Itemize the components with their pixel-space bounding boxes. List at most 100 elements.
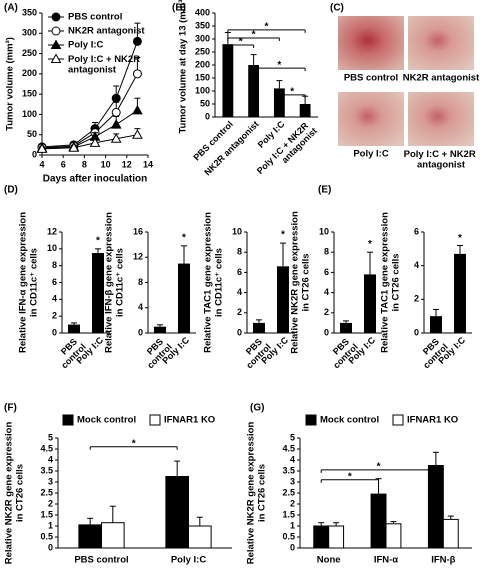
y-tick-label: 6 [414,226,419,236]
x-tick-label: PBS control [74,555,128,566]
data-point [132,36,142,46]
y-axis-label: in CD11c⁺ cells [29,248,40,317]
photo [408,92,474,146]
x-tick-label: IFN-β [431,555,455,566]
y-tick-label: 16 [133,226,143,236]
y-tick-label: 100 [22,109,37,119]
y-tick-label: 300 [22,28,37,38]
bar [299,104,311,117]
x-tick-label: 4 [39,159,44,169]
x-tick-label: 10 [101,159,111,169]
bar [165,476,190,549]
photo [408,16,474,70]
y-axis-label: Relative NK2R gene expression [246,422,257,565]
data-point [89,137,101,147]
y-tick-label: 4 [52,294,57,304]
y-tick-label: 0 [32,149,37,159]
data-point [111,107,121,117]
y-tick-label: 2 [48,498,53,508]
y-tick-label: 4.5 [282,443,295,453]
significance-star: * [265,22,269,33]
y-axis-label: Tumor volume at day 13 (mm³) [178,0,189,134]
y-tick-label: 0 [237,327,242,337]
significance-star: * [368,239,372,250]
legend-label: PBS control [68,12,122,23]
legend-label: Mock control [320,415,379,426]
significance-star: * [96,235,100,246]
x-tick-label: 12 [122,159,132,169]
y-tick-label: 2 [414,294,419,304]
significance-star: * [377,462,381,473]
y-tick-label: 4 [48,454,53,464]
significance-star: * [458,233,462,244]
x-axis-label: Days after inoculation [43,174,147,185]
x-tick-label: 14 [143,159,153,169]
data-point [132,129,143,139]
y-axis-label: Relative TAC1 gene expression [203,212,214,353]
photo-caption: PBS control [344,73,398,84]
significance-star: * [290,87,294,98]
bar [454,253,466,333]
y-tick-label: 12 [47,226,57,236]
y-tick-label: 4 [324,287,329,297]
bar [430,316,442,333]
significance-star: * [252,30,256,41]
y-tick-label: 12 [133,252,143,262]
y-tick-label: 0 [290,542,295,552]
panel-label: (C) [330,3,344,14]
photo-caption: Poly I:C [353,149,389,160]
y-axis-label: Relative NK2R gene expression [4,422,15,565]
y-tick-label: 6 [237,267,242,277]
photo [338,16,404,70]
bar [442,518,459,549]
y-tick-label: 1 [48,520,53,530]
y-tick-label: 300 [195,33,210,43]
y-tick-label: 5 [290,432,295,442]
legend-marker [51,12,61,22]
x-tick-label: Poly I:C [171,555,207,566]
panel-label: (E) [318,185,331,196]
y-tick-label: 8 [324,247,329,257]
panel-label: (A) [4,3,18,14]
y-tick-label: 150 [195,72,210,82]
y-tick-label: 2.5 [40,487,53,497]
bar [222,44,234,118]
photo [338,92,404,146]
bar [328,525,345,549]
y-tick-label: 200 [22,68,37,78]
y-axis-label: Relative IFN-α gene expression [18,212,29,353]
y-tick-label: 100 [195,85,210,95]
significance-star: * [239,37,243,48]
data-point [111,93,121,103]
y-tick-label: 3.5 [40,465,53,475]
y-tick-label: 6 [324,267,329,277]
y-tick-label: 2.5 [282,487,295,497]
y-tick-label: 3 [290,476,295,486]
bar [154,326,166,333]
y-axis-label: in CT26 cells [15,464,26,522]
y-axis-label: in CT26 cells [301,253,312,311]
bar [68,324,80,333]
y-tick-label: 2 [237,307,242,317]
y-tick-label: 0.5 [40,531,53,541]
y-tick-label: 4 [138,302,143,312]
y-tick-label: 250 [195,46,210,56]
y-tick-label: 350 [22,7,37,17]
bar [273,88,285,117]
data-point [110,133,122,143]
data-point [36,143,48,153]
y-tick-label: 50 [200,98,210,108]
bar [313,525,330,549]
y-axis-label: Relative NK2R gene expression [290,211,301,354]
y-tick-label: 0 [324,327,329,337]
legend-marker [50,39,62,49]
bar [92,253,104,333]
series-line [41,109,138,149]
significance-star: * [281,230,285,241]
x-tick-label: Poly I:C + NK2R antagonist [255,119,319,183]
y-axis-label: in CT26 cells [391,253,402,311]
bar [178,263,190,333]
panel-label: (G) [250,403,264,414]
y-tick-label: 0.5 [282,531,295,541]
